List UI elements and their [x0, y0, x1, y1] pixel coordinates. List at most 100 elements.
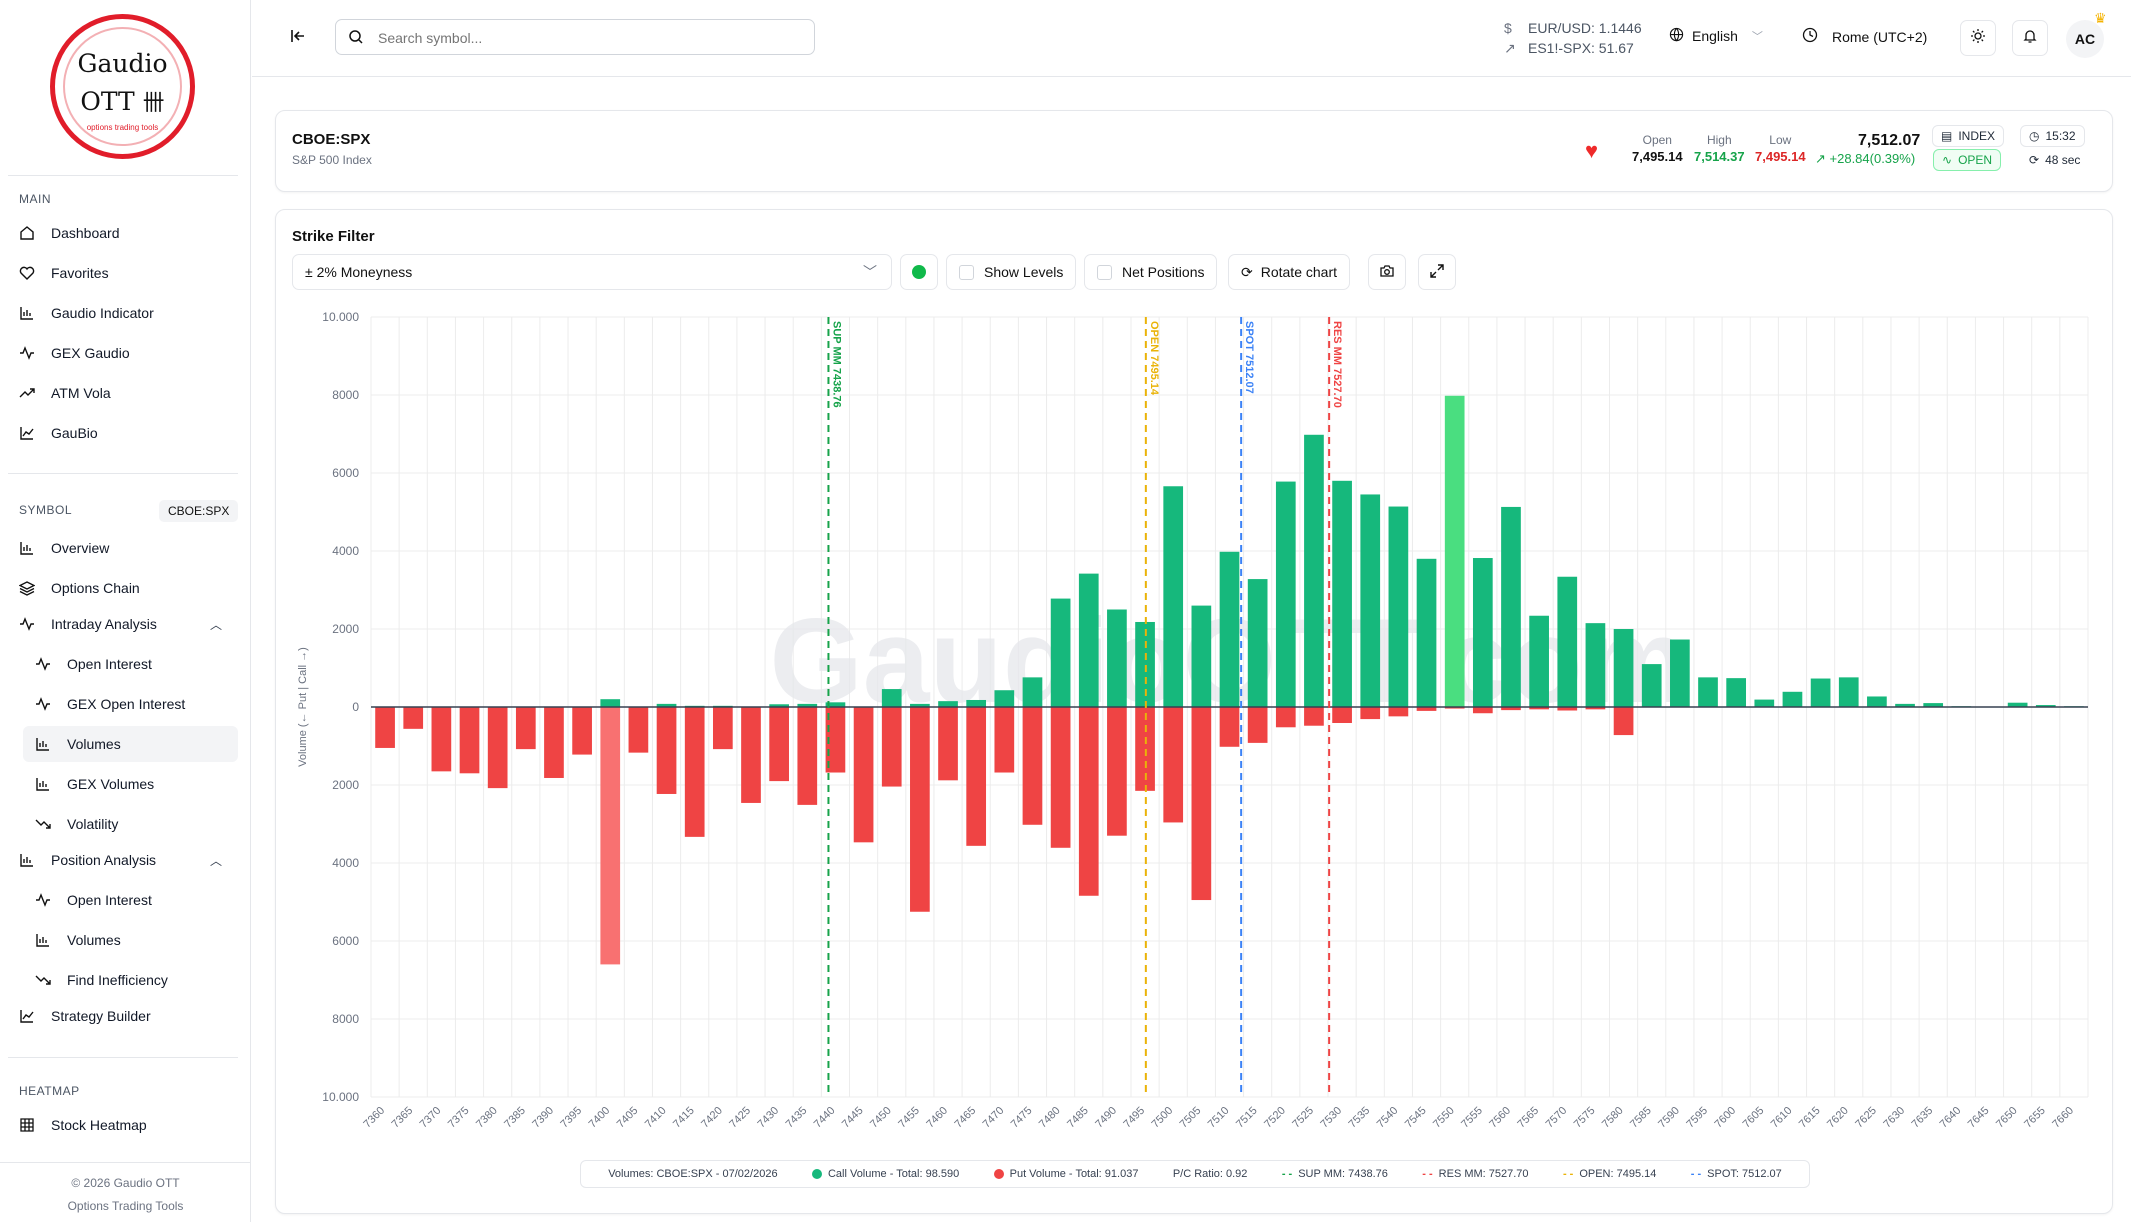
market-status-badge: ∿ OPEN — [1933, 149, 2002, 171]
checkbox[interactable] — [1097, 264, 1112, 280]
brand-logo[interactable]: Gaudio OTT 卌 options trading tools — [50, 14, 195, 159]
call-bar-7620 — [1838, 677, 1859, 707]
y-tick-label: 8000 — [332, 388, 359, 402]
globe-icon — [1669, 27, 1684, 45]
call-bar-7615 — [1810, 678, 1831, 707]
nav-gex-gaudio[interactable]: GEX Gaudio — [18, 341, 130, 365]
symbol-name: S&P 500 Index — [292, 153, 372, 167]
x-tick-label: 7475 — [1009, 1105, 1035, 1131]
legend-sup[interactable]: - - SUP MM: 7438.76 — [1281, 1168, 1388, 1180]
strike-filter-select[interactable]: ± 2% Moneyness ﹀ — [292, 254, 892, 290]
x-tick-label: 7480 — [1037, 1105, 1063, 1131]
put-bar-7445 — [853, 707, 874, 843]
bar-chart-icon — [18, 305, 35, 322]
call-bar-7605 — [1754, 699, 1775, 707]
x-tick-label: 7380 — [474, 1105, 500, 1131]
last-price: 7,512.07 — [1858, 132, 1921, 149]
screenshot-button[interactable] — [1368, 254, 1406, 290]
nav-overview[interactable]: Overview — [18, 536, 109, 560]
x-tick-label: 7495 — [1121, 1105, 1147, 1131]
call-bar-7590 — [1670, 639, 1690, 707]
nav-position-open-interest[interactable]: Open Interest — [34, 888, 152, 912]
footer-copyright: © 2026 Gaudio OTT — [71, 1176, 180, 1190]
collapse-sidebar-icon[interactable] — [288, 26, 308, 46]
live-status-button[interactable] — [900, 254, 938, 290]
nav-intraday-volumes[interactable]: Volumes — [34, 732, 121, 756]
x-tick-label: 7500 — [1150, 1105, 1176, 1131]
theme-toggle-button[interactable] — [1960, 20, 1996, 56]
fullscreen-button[interactable] — [1418, 254, 1456, 290]
net-positions-toggle[interactable]: Net Positions — [1084, 254, 1218, 290]
nav-intraday-analysis[interactable]: Intraday Analysis — [18, 612, 157, 636]
call-bar-7575 — [1585, 623, 1606, 707]
call-bar-7570 — [1557, 576, 1578, 707]
show-levels-toggle[interactable]: Show Levels — [946, 254, 1077, 290]
put-bar-7435 — [797, 707, 818, 805]
legend-spot[interactable]: - - SPOT: 7512.07 — [1690, 1168, 1782, 1180]
nav-dashboard[interactable]: Dashboard — [18, 221, 120, 245]
activity-icon — [18, 616, 35, 633]
nav-atm-vola[interactable]: ATM Vola — [18, 381, 111, 405]
legend-pc-ratio: P/C Ratio: 0.92 — [1172, 1168, 1248, 1180]
nav-position-analysis[interactable]: Position Analysis — [18, 848, 156, 872]
checkbox[interactable] — [959, 264, 974, 280]
call-bar-7460 — [938, 701, 958, 707]
call-bar-7435 — [797, 703, 818, 707]
search-input[interactable] — [378, 28, 798, 48]
nav-intraday-gex-volumes[interactable]: GEX Volumes — [34, 772, 154, 796]
put-bar-7520 — [1275, 707, 1296, 728]
sun-icon — [1970, 28, 1986, 49]
put-bar-7500 — [1163, 707, 1184, 823]
x-tick-label: 7410 — [643, 1105, 669, 1131]
nav-find-inefficiency[interactable]: Find Inefficiency — [34, 968, 168, 992]
symbol-header-card — [275, 110, 2113, 192]
language-select[interactable]: English ﹀ — [1669, 27, 1763, 45]
x-tick-label: 7555 — [1459, 1105, 1485, 1131]
legend-call[interactable]: Call Volume - Total: 98.590 — [811, 1168, 959, 1180]
nav-gaubio[interactable]: GauBio — [18, 421, 98, 445]
rotate-icon: ⟳ — [1241, 263, 1253, 280]
refresh-countdown[interactable]: ⟳ 48 sec — [2020, 149, 2089, 171]
call-bar-7430 — [769, 704, 789, 707]
nav-position-volumes[interactable]: Volumes — [34, 928, 121, 952]
legend-open[interactable]: - - OPEN: 7495.14 — [1562, 1168, 1657, 1180]
put-bar-7505 — [1191, 707, 1212, 901]
nav-options-chain[interactable]: Options Chain — [18, 576, 140, 600]
user-avatar[interactable]: AC — [2066, 20, 2104, 58]
put-bar-7415 — [684, 707, 705, 837]
rotate-chart-button[interactable]: ⟳ Rotate chart — [1228, 254, 1350, 290]
footer-tagline: Options Trading Tools — [67, 1199, 184, 1213]
dollar-icon: $ — [1504, 20, 1512, 36]
x-tick-label: 7625 — [1853, 1105, 1879, 1131]
nav-gaudio-indicator[interactable]: Gaudio Indicator — [18, 301, 154, 325]
put-bar-7480 — [1050, 707, 1071, 848]
timezone-select[interactable]: Rome (UTC+2) — [1802, 27, 1927, 46]
x-tick-label: 7560 — [1487, 1105, 1513, 1131]
call-bar-7635 — [1923, 703, 1944, 707]
put-bar-7465 — [966, 707, 987, 846]
legend-put[interactable]: Put Volume - Total: 91.037 — [993, 1168, 1138, 1180]
chevron-up-icon[interactable]: ︿ — [210, 618, 223, 632]
activity-icon — [34, 656, 51, 673]
chevron-up-icon[interactable]: ︿ — [210, 854, 223, 868]
put-bar-7400 — [600, 707, 621, 965]
building-icon: ▤ — [1941, 129, 1953, 143]
strike-filter-label: Strike Filter — [292, 228, 375, 245]
fx-rates: $ EUR/USD: 1.1446 ↗ ES1!-SPX: 51.67 — [1504, 20, 1642, 56]
nav-strategy-builder[interactable]: Strategy Builder — [18, 1004, 151, 1028]
favorite-heart-icon[interactable]: ♥ — [1585, 138, 1599, 163]
y-tick-label: 6000 — [332, 934, 359, 948]
notifications-button[interactable] — [2012, 20, 2048, 56]
nav-intraday-open-interest[interactable]: Open Interest — [34, 652, 152, 676]
search-icon — [348, 29, 364, 50]
volume-chart[interactable]: 10.000 8000 6000 4000 2000 0 2000 4000 6000 8000 1… — [280, 300, 2100, 1155]
legend-res[interactable]: - - RES MM: 7527.70 — [1422, 1168, 1529, 1180]
nav-intraday-gex-open-interest[interactable]: GEX Open Interest — [34, 692, 185, 716]
nav-stock-heatmap[interactable]: Stock Heatmap — [18, 1113, 147, 1137]
x-tick-label: 7575 — [1572, 1105, 1598, 1131]
nav-intraday-volatility[interactable]: Volatility — [34, 812, 118, 836]
nav-favorites[interactable]: Favorites — [18, 261, 109, 285]
search-box[interactable] — [335, 19, 815, 55]
x-tick-label: 7520 — [1262, 1105, 1288, 1131]
section-heatmap-title: HEATMAP — [19, 1084, 80, 1098]
